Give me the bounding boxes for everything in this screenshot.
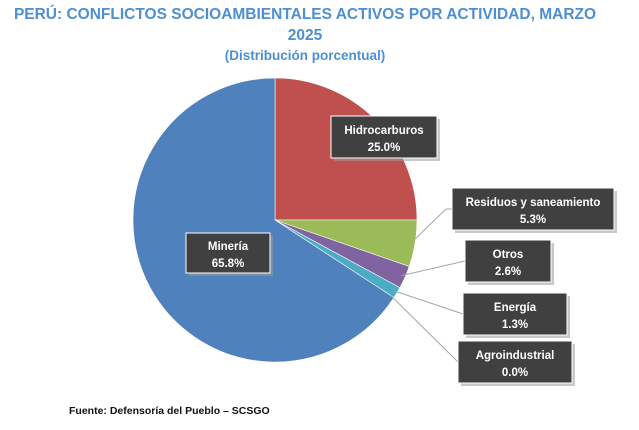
label-value-energia: 1.3% — [502, 319, 528, 331]
label-value-mineria: 65.8% — [212, 258, 245, 270]
label-box-hidrocarburos — [330, 115, 438, 159]
slice-mineria — [132, 77, 395, 363]
leader-line-energia — [393, 290, 464, 315]
label-value-agroindustrial: 0.0% — [502, 367, 528, 379]
label-box-residuos-y-saneamiento — [451, 187, 615, 231]
label-mineria: Minería 65.8% — [185, 232, 273, 276]
label-box-mineria — [185, 232, 271, 274]
label-name-agroindustrial: Agroindustrial — [476, 350, 555, 362]
chart-title-line2: 2025 — [287, 27, 323, 44]
label-name-hidrocarburos: Hidrocarburos — [344, 125, 423, 137]
label-value-hidrocarburos: 25.0% — [368, 142, 401, 154]
slice-labels: Hidrocarburos 25.0% Residuos y saneamiento… — [185, 115, 617, 386]
label-name-residuos-y-saneamiento: Residuos y saneamiento — [466, 197, 601, 209]
source-note: Fuente: Defensoría del Pueblo – SCSGO — [69, 405, 270, 417]
label-value-residuos-y-saneamiento: 5.3% — [520, 214, 546, 226]
label-name-otros: Otros — [493, 249, 524, 261]
label-name-mineria: Minería — [208, 241, 249, 253]
label-agroindustrial: Agroindustrial 0.0% — [457, 340, 575, 386]
label-name-energia: Energía — [494, 302, 537, 314]
label-box-energia — [462, 292, 568, 336]
label-box-otros — [464, 239, 552, 283]
label-residuos-y-saneamiento: Residuos y saneamiento 5.3% — [451, 187, 617, 233]
label-value-otros: 2.6% — [495, 266, 521, 278]
leader-line-agroindustrial — [390, 295, 459, 363]
label-box-agroindustrial — [457, 340, 573, 384]
chart-subtitle: (Distribución porcentual) — [224, 48, 386, 63]
chart-title: PERÚ: CONFLICTOS SOCIOAMBIENTALES ACTIVO… — [0, 4, 610, 66]
leader-line-residuos-y-saneamiento — [410, 208, 452, 244]
label-energia: Energía 1.3% — [462, 292, 570, 338]
label-hidrocarburos: Hidrocarburos 25.0% — [330, 115, 440, 161]
chart-title-line1: PERÚ: CONFLICTOS SOCIOAMBIENTALES ACTIVO… — [13, 6, 597, 23]
label-otros: Otros 2.6% — [464, 239, 554, 285]
leader-lines — [390, 208, 466, 363]
leader-line-otros — [401, 260, 466, 277]
